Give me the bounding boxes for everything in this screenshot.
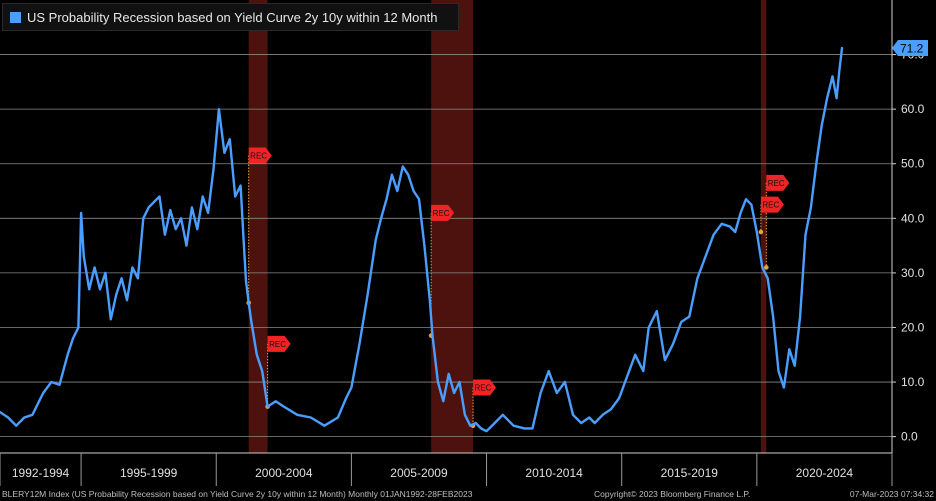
rec-flag: [766, 174, 790, 191]
y-tick-label: 10.0: [901, 375, 925, 389]
rec-flag: [473, 379, 497, 396]
footer-ticker: BLERY12M Index (US Probability Recession…: [2, 489, 473, 499]
footer-timestamp: 07-Mar-2023 07:34:32: [849, 489, 934, 499]
rec-marker: REC: [431, 204, 455, 221]
rec-flag-label: REC: [475, 384, 492, 393]
recession-band: [760, 0, 767, 453]
x-period-label: 2000-2004: [255, 466, 313, 480]
rec-flag-label: REC: [269, 340, 286, 349]
y-tick-label: 50.0: [901, 157, 925, 171]
legend-swatch: [10, 11, 21, 23]
footer: BLERY12M Index (US Probability Recession…: [0, 488, 936, 501]
rec-flag: [760, 196, 784, 213]
last-value-text: 71.2: [900, 42, 924, 56]
last-value-tag: [892, 40, 928, 57]
rec-marker: REC: [766, 174, 790, 191]
rec-flag: [267, 335, 291, 352]
y-tick-label: 40.0: [901, 211, 925, 225]
y-tick-label: 20.0: [901, 320, 925, 334]
x-period-label: 2010-2014: [525, 466, 583, 480]
rec-marker: REC: [760, 196, 784, 213]
rec-flag-label: REC: [433, 209, 450, 218]
rec-flag-label: REC: [250, 152, 267, 161]
y-tick-label: 30.0: [901, 266, 925, 280]
rec-flag: [248, 147, 272, 164]
x-period-label: 1992-1994: [12, 466, 70, 480]
footer-copyright: Copyright© 2023 Bloomberg Finance L.P.: [594, 489, 751, 499]
y-axis-ticks: 0.010.020.030.040.050.060.070.0: [891, 0, 925, 453]
rec-flag-label: REC: [762, 201, 779, 210]
rec-marker: REC: [473, 379, 497, 396]
rec-marker: REC: [267, 335, 291, 352]
y-tick-label: 60.0: [901, 102, 925, 116]
last-value-label: 71.2: [892, 40, 928, 57]
rec-flag: [431, 204, 455, 221]
legend-label: US Probability Recession based on Yield …: [27, 9, 438, 25]
rec-marker: REC: [248, 147, 272, 164]
chart-legend: US Probability Recession based on Yield …: [2, 3, 459, 31]
y-tick-label: 0.0: [901, 430, 918, 444]
x-period-label: 1995-1999: [120, 466, 178, 480]
x-axis: 1992-1994 1995-1999 2000-2004 2005-2009 2010…: [0, 452, 893, 486]
x-period-label: 2020-2024: [796, 466, 854, 480]
rec-markers: REC REC REC REC REC REC: [248, 147, 790, 396]
rec-flag-label: REC: [768, 179, 785, 188]
series-line: [0, 46, 844, 433]
x-period-label: 2005-2009: [390, 466, 448, 480]
rec-point: [764, 265, 769, 270]
x-period-label: 2015-2019: [661, 466, 719, 480]
rec-point: [758, 229, 764, 235]
